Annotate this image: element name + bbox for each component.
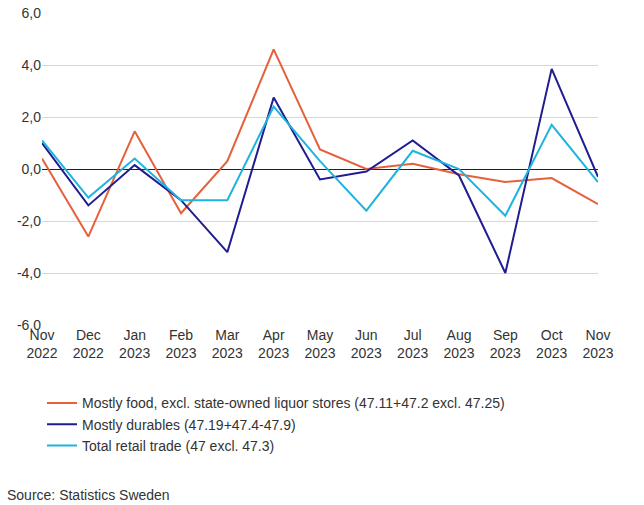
svg-text:-2,0: -2,0 xyxy=(17,213,41,229)
svg-text:Apr2023: Apr2023 xyxy=(258,327,289,361)
svg-text:Aug2023: Aug2023 xyxy=(443,327,474,361)
svg-text:Jan2023: Jan2023 xyxy=(119,327,150,361)
svg-text:Mostly durables (47.19+47.4-47: Mostly durables (47.19+47.4-47.9) xyxy=(82,417,296,433)
svg-text:2,0: 2,0 xyxy=(22,109,42,125)
svg-text:Jun2023: Jun2023 xyxy=(351,327,382,361)
svg-text:Nov2022: Nov2022 xyxy=(26,327,57,361)
svg-text:Mar2023: Mar2023 xyxy=(212,327,243,361)
svg-text:Total retail trade (47 excl. 4: Total retail trade (47 excl. 47.3) xyxy=(82,438,274,454)
svg-text:Nov2023: Nov2023 xyxy=(582,327,613,361)
svg-text:Dec2022: Dec2022 xyxy=(73,327,104,361)
svg-text:Source: Statistics Sweden: Source: Statistics Sweden xyxy=(7,487,170,503)
svg-text:-4,0: -4,0 xyxy=(17,265,41,281)
svg-text:6,0: 6,0 xyxy=(22,5,42,21)
svg-text:0,0: 0,0 xyxy=(22,161,42,177)
svg-text:May2023: May2023 xyxy=(304,327,335,361)
svg-text:Feb2023: Feb2023 xyxy=(165,327,196,361)
svg-text:Sep2023: Sep2023 xyxy=(490,327,521,361)
svg-text:4,0: 4,0 xyxy=(22,57,42,73)
svg-text:Jul2023: Jul2023 xyxy=(397,327,428,361)
svg-text:Mostly food, excl. state-owned: Mostly food, excl. state-owned liquor st… xyxy=(82,395,505,411)
svg-text:-6,0: -6,0 xyxy=(17,317,41,333)
svg-text:Oct2023: Oct2023 xyxy=(536,327,567,361)
